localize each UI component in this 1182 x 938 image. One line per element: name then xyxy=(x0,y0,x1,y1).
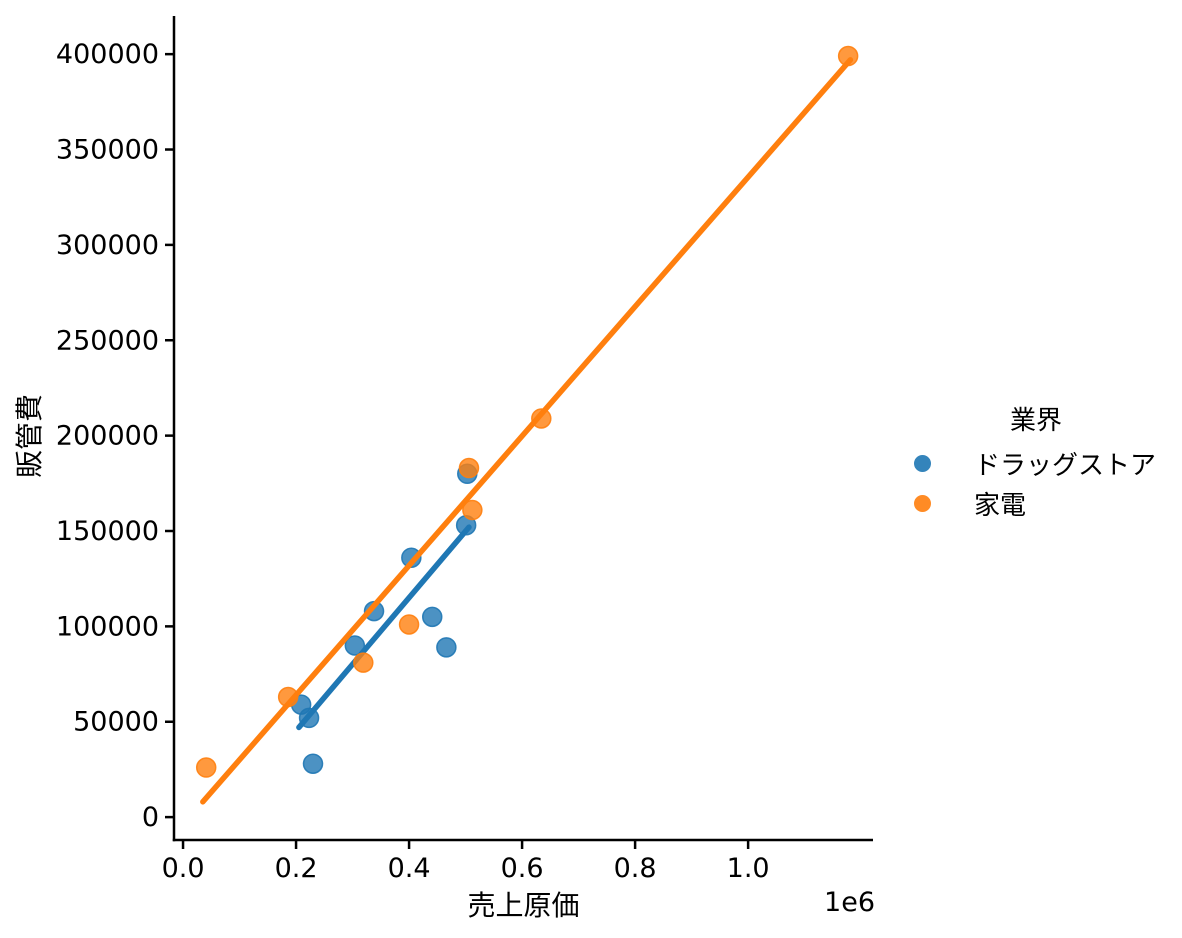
scatter-point-家電 xyxy=(462,499,483,521)
y-tick-label: 350000 xyxy=(56,135,159,166)
legend-marker-icon xyxy=(914,494,931,512)
y-tick-label: 50000 xyxy=(73,707,159,738)
x-tick-label: 0.0 xyxy=(162,853,205,884)
scatter-point-家電 xyxy=(398,614,420,635)
y-tick-label: 250000 xyxy=(56,325,159,356)
scatter-point-ドラッグストア xyxy=(421,606,443,628)
x-tick-label: 0.8 xyxy=(614,853,657,884)
scatter-point-家電 xyxy=(353,652,374,673)
x-tick-label: 0.2 xyxy=(275,853,318,884)
x-tick-label: 1.0 xyxy=(727,853,770,884)
legend-item: 家電 xyxy=(900,483,1172,523)
y-tick-label: 100000 xyxy=(56,611,159,642)
regression-line-家電 xyxy=(200,57,854,805)
legend-item-label: ドラッグストア xyxy=(974,450,1157,481)
scatter-point-家電 xyxy=(458,457,480,479)
y-tick-label: 200000 xyxy=(56,421,159,452)
y-tick-label: 150000 xyxy=(56,516,159,547)
scatter-point-家電 xyxy=(195,757,217,778)
scatter-point-ドラッグストア xyxy=(302,753,324,774)
scatter-point-ドラッグストア xyxy=(436,637,457,658)
y-tick-label: 300000 xyxy=(56,230,159,261)
legend-title: 業界 xyxy=(1009,406,1062,436)
legend-item: ドラッグストア xyxy=(900,443,1172,483)
x-axis-offset-label: 1e6 xyxy=(824,887,875,918)
scatter-point-ドラッグストア xyxy=(344,635,366,656)
x-axis-label: 売上原価 xyxy=(467,889,580,922)
y-tick-label: 0 xyxy=(142,802,159,833)
y-tick-label: 400000 xyxy=(56,39,159,70)
legend-item-label: 家電 xyxy=(974,490,1027,521)
legend-marker-icon xyxy=(914,454,931,472)
legend: 業界 ドラッグストア 家電 xyxy=(900,403,1172,523)
x-tick-label: 0.6 xyxy=(501,853,544,884)
regression-line-ドラッグストア xyxy=(296,524,472,731)
scatter-point-ドラッグストア xyxy=(401,547,422,568)
y-axis-label: 販管費 xyxy=(13,394,46,479)
x-tick-label: 0.4 xyxy=(388,853,431,884)
